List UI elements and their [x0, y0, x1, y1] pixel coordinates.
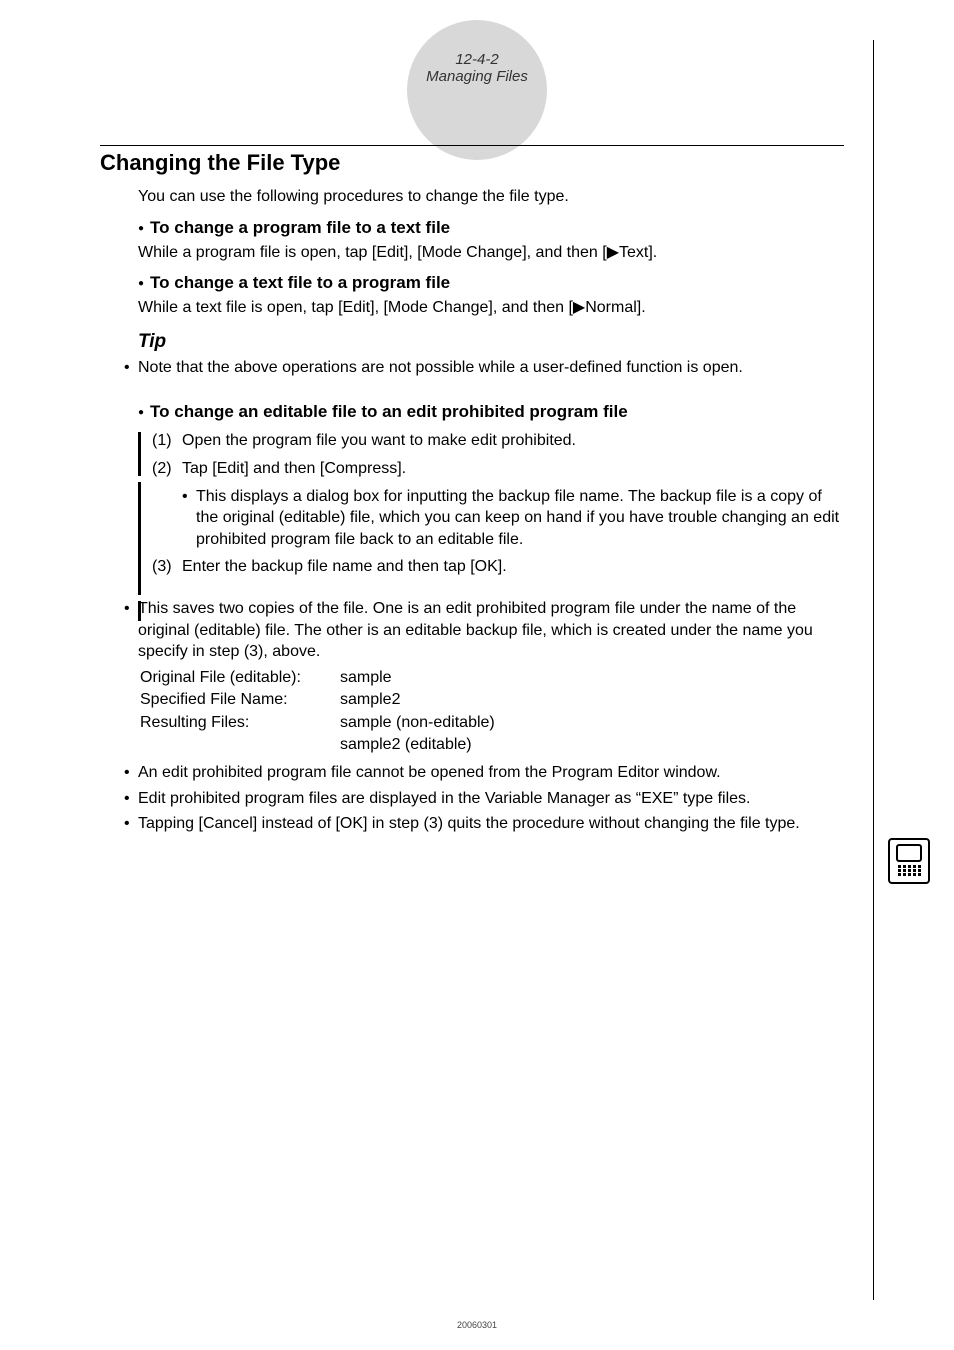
- step-num-3: (3): [152, 556, 182, 578]
- step-bar-2: [138, 482, 141, 595]
- step-num-2: (2): [152, 458, 182, 480]
- kv-key-2: Specified File Name:: [140, 689, 340, 711]
- sub1-text: While a program file is open, tap [Edit]…: [138, 242, 844, 264]
- bullet: •: [182, 486, 196, 551]
- bullet: •: [124, 762, 138, 784]
- kv-val-2: sample2: [340, 689, 400, 711]
- bullet: •: [124, 357, 138, 379]
- kv-key-1: Original File (editable):: [140, 667, 340, 689]
- bullet: •: [124, 813, 138, 835]
- kv-key-3: Resulting Files:: [140, 712, 340, 734]
- subheading-2: To change a text file to a program file: [138, 273, 844, 293]
- tip-label: Tip: [138, 331, 844, 353]
- sub2-text: While a text file is open, tap [Edit], […: [138, 297, 844, 319]
- subheading-1: To change a program file to a text file: [138, 218, 844, 238]
- step-2-bullet: This displays a dialog box for inputting…: [196, 486, 844, 551]
- kv-val-1: sample: [340, 667, 392, 689]
- note-2: An edit prohibited program file cannot b…: [138, 762, 844, 784]
- section-title: Changing the File Type: [100, 150, 844, 176]
- step-bar-1: [138, 432, 141, 476]
- section-rule: [100, 145, 844, 146]
- step-2-text: Tap [Edit] and then [Compress].: [182, 458, 844, 480]
- step-block: (1) Open the program file you want to ma…: [138, 430, 844, 578]
- bullet: •: [124, 788, 138, 810]
- kv-val-4: sample2 (editable): [340, 734, 472, 756]
- tip-text: Note that the above operations are not p…: [138, 357, 844, 379]
- step-3-text: Enter the backup file name and then tap …: [182, 556, 844, 578]
- note-3: Edit prohibited program files are displa…: [138, 788, 844, 810]
- kv-val-3: sample (non-editable): [340, 712, 495, 734]
- step-num-1: (1): [152, 430, 182, 452]
- note-1: This saves two copies of the file. One i…: [138, 598, 844, 663]
- bullet: •: [124, 598, 138, 663]
- kv-table: Original File (editable): sample Specifi…: [140, 667, 844, 757]
- step-1-text: Open the program file you want to make e…: [182, 430, 844, 452]
- step-bar-3: [138, 601, 141, 621]
- footer-date: 20060301: [0, 1320, 954, 1330]
- intro-text: You can use the following procedures to …: [138, 186, 844, 208]
- subheading-3: To change an editable file to an edit pr…: [138, 402, 844, 422]
- note-4: Tapping [Cancel] instead of [OK] in step…: [138, 813, 844, 835]
